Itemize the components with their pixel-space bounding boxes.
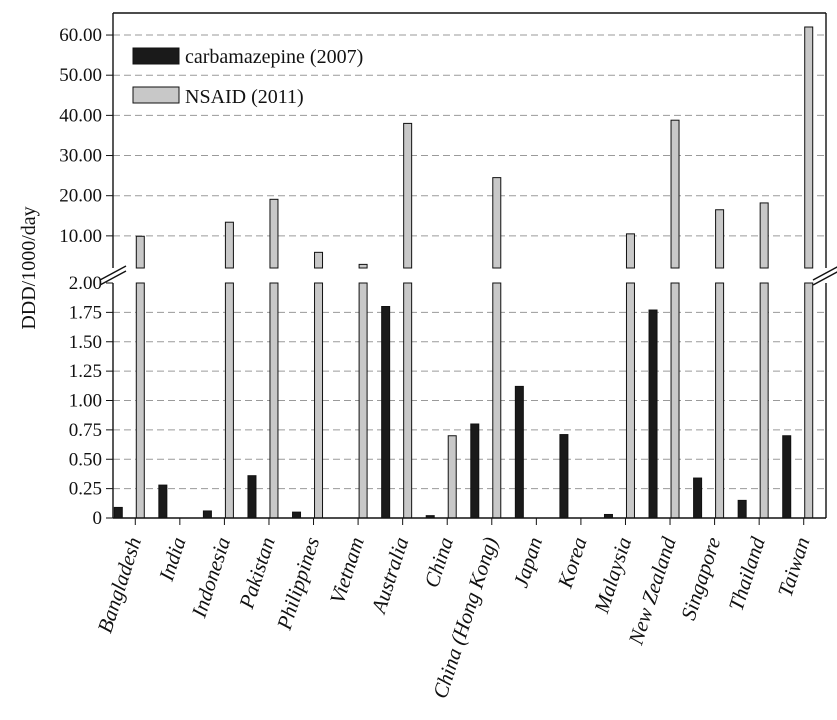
- y-tick-label: 1.25: [69, 361, 102, 382]
- bar-nsaid-upper: [804, 26, 814, 269]
- bar-carbamazepine: [247, 475, 257, 519]
- bar-nsaid-lower: [403, 282, 413, 519]
- bar-nsaid-upper: [314, 251, 324, 269]
- y-tick-label: 0.50: [69, 449, 102, 470]
- bar-carbamazepine: [648, 309, 658, 519]
- x-tick-label: Thailand: [724, 534, 770, 614]
- bar-nsaid: [447, 435, 457, 519]
- bar-carbamazepine: [737, 499, 747, 519]
- bar-carbamazepine: [381, 306, 391, 519]
- x-tick-label: Taiwan: [773, 534, 815, 600]
- bar-nsaid-upper: [715, 209, 725, 269]
- y-tick-label: 0.75: [69, 420, 102, 441]
- legend: carbamazepine (2007) NSAID (2011): [132, 46, 363, 108]
- bar-nsaid-upper: [625, 233, 635, 269]
- axis-break-mark: [812, 271, 837, 286]
- gridlines: [113, 34, 826, 490]
- x-tick-label: Bangladesh: [93, 534, 146, 636]
- bar-nsaid-upper: [135, 235, 145, 269]
- y-tick-label: 1.00: [69, 391, 102, 412]
- bar-nsaid-lower: [804, 282, 814, 519]
- y-tick-label: 10.00: [59, 226, 102, 247]
- x-tick-label: Pakistan: [234, 534, 280, 612]
- bar-nsaid-upper: [358, 263, 368, 269]
- x-tick-label: Australia: [366, 534, 414, 618]
- bar-carbamazepine: [782, 435, 792, 519]
- axis-break-mark: [99, 265, 127, 281]
- y-tick-label: 1.50: [69, 332, 102, 353]
- bars: [113, 26, 814, 519]
- x-tick-label: Malaysia: [589, 534, 636, 617]
- x-tick-label: Indonesia: [186, 534, 235, 621]
- y-tick-label: 30.00: [59, 146, 102, 167]
- bar-nsaid-upper: [670, 119, 680, 269]
- y-tick-label: 40.00: [59, 105, 102, 126]
- bar-carbamazepine: [202, 510, 212, 519]
- y-tick-label: 0.25: [69, 479, 102, 500]
- y-tick-label: 2.00: [69, 273, 102, 294]
- x-tick-label: Japan: [508, 534, 547, 590]
- x-tick-label: Korea: [553, 534, 592, 592]
- y-tick-label: 20.00: [59, 186, 102, 207]
- bar-nsaid-upper: [759, 202, 769, 269]
- bar-carbamazepine: [514, 385, 524, 519]
- bar-carbamazepine: [693, 477, 703, 519]
- legend-swatch-nsaid: [132, 86, 180, 104]
- bar-nsaid-lower: [224, 282, 234, 519]
- bar-carbamazepine: [158, 484, 168, 519]
- x-tick-label: Vietnam: [325, 534, 369, 607]
- bar-nsaid-lower: [625, 282, 635, 519]
- bar-nsaid-lower: [715, 282, 725, 519]
- bar-nsaid-upper: [403, 122, 413, 269]
- y-ticks: 0 0.25 0.50 0.75 1.00 1.25 1.50 1.75 2.00 10.00 20…: [59, 25, 113, 529]
- bar-nsaid-lower: [670, 282, 680, 519]
- bar-nsaid-lower: [492, 282, 502, 519]
- axis-break-mark: [99, 270, 127, 286]
- bar-nsaid-upper: [492, 177, 502, 269]
- bar-nsaid-lower: [314, 282, 324, 519]
- y-tick-label: 60.00: [59, 25, 102, 46]
- bar-nsaid-lower: [269, 282, 279, 519]
- bar-nsaid-lower: [135, 282, 145, 519]
- y-axis-label: DDD/1000/day: [18, 206, 40, 329]
- bar-nsaid-upper: [224, 221, 234, 269]
- y-tick-label: 1.75: [69, 302, 102, 323]
- bar-carbamazepine: [113, 506, 123, 519]
- plot-frame: [99, 12, 837, 519]
- bar-carbamazepine: [470, 423, 480, 519]
- x-tick-label: India: [154, 534, 191, 585]
- axis-break-mark: [812, 266, 837, 281]
- x-tick-label: Philippines: [272, 534, 325, 633]
- bar-nsaid-lower: [358, 282, 368, 519]
- bar-carbamazepine: [559, 434, 569, 519]
- bar-nsaid-upper: [269, 198, 279, 269]
- y-tick-label: 50.00: [59, 65, 102, 86]
- x-tick-label: Singapore: [676, 534, 725, 623]
- legend-label-nsaid: NSAID (2011): [185, 86, 304, 108]
- bar-nsaid-lower: [759, 282, 769, 519]
- y-tick-label: 0: [93, 508, 103, 529]
- x-tick-label: China: [419, 534, 458, 590]
- legend-swatch-carbamazepine: [132, 47, 180, 65]
- legend-label-carbamazepine: carbamazepine (2007): [185, 46, 363, 68]
- bar-carbamazepine: [292, 511, 302, 519]
